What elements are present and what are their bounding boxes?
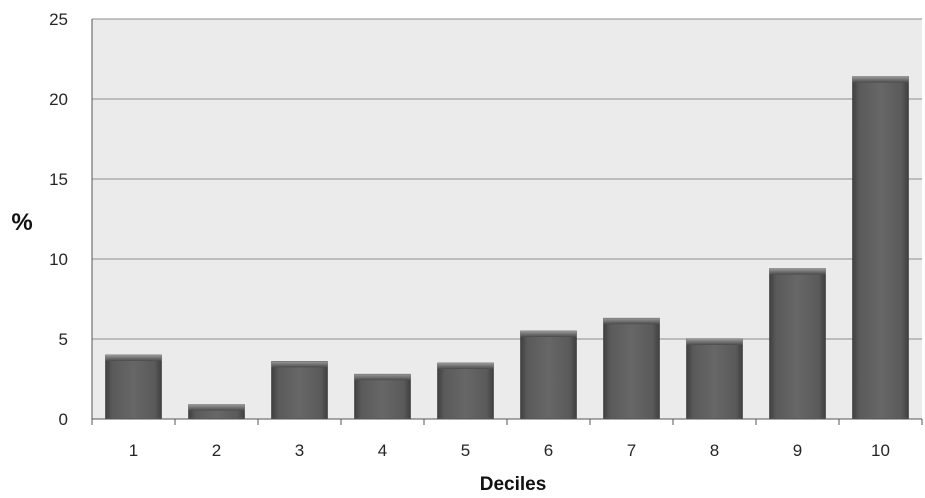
bar [354, 373, 411, 420]
bar-top-bevel [603, 318, 660, 325]
bar-top-bevel [852, 76, 909, 83]
bar-top-bevel [354, 374, 411, 381]
bar [437, 362, 494, 420]
y-axis-label: % [11, 209, 32, 236]
bar [520, 330, 577, 420]
y-tick-label: 25 [49, 10, 68, 29]
bar-body [769, 268, 826, 420]
bar-body [105, 354, 162, 420]
x-tick-label: 4 [378, 441, 387, 460]
bar-body [520, 330, 577, 420]
bar [603, 317, 660, 420]
bar-body [354, 373, 411, 420]
bar-body [852, 76, 909, 420]
y-tick-label: 20 [49, 90, 68, 109]
bar-top-bevel [437, 363, 494, 369]
x-tick-label: 3 [295, 441, 304, 460]
bar-body [686, 338, 743, 420]
bar-top-bevel [686, 339, 743, 345]
bar-body [437, 362, 494, 420]
bar [105, 354, 162, 420]
x-tick-label: 8 [710, 441, 719, 460]
y-tick-label: 15 [49, 170, 68, 189]
y-tick-label: 0 [59, 410, 68, 429]
bar-top-bevel [271, 361, 328, 368]
bar [769, 268, 826, 420]
bar-top-bevel [769, 268, 826, 275]
bars [105, 76, 909, 420]
x-tick-labels: 1 2 3 4 5 6 7 8 9 10 [129, 441, 890, 460]
x-tick-label: 9 [793, 441, 802, 460]
y-tick-label: 5 [59, 330, 68, 349]
bar-body [271, 361, 328, 420]
y-tick-labels: 0 5 10 15 20 25 [49, 10, 68, 429]
x-tick-label: 5 [461, 441, 470, 460]
bar-body [603, 317, 660, 420]
bar [852, 76, 909, 420]
y-tick-label: 10 [49, 250, 68, 269]
bar-top-bevel [520, 331, 577, 337]
x-tick-label: 1 [129, 441, 138, 460]
bar-top-bevel [188, 404, 245, 411]
bar [188, 404, 245, 420]
x-tick-label: 6 [544, 441, 553, 460]
bar-top-bevel [105, 355, 162, 361]
x-tick-label: 7 [627, 441, 636, 460]
x-tick-label: 2 [212, 441, 221, 460]
x-tick-label: 10 [871, 441, 890, 460]
bar [686, 338, 743, 420]
axes [91, 19, 923, 425]
x-axis-label: Deciles [480, 474, 547, 495]
bar [271, 361, 328, 420]
